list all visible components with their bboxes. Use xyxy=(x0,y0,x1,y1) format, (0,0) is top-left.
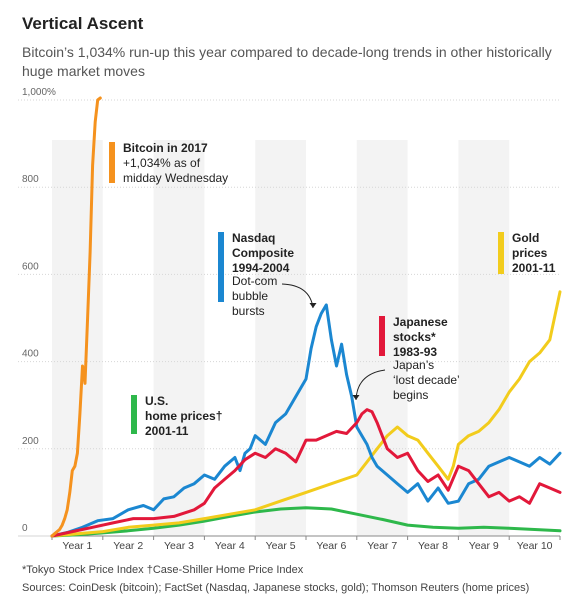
x-tick-label: Year 2 xyxy=(113,540,143,552)
series-label: Bitcoin in 2017 xyxy=(123,141,208,155)
series-line xyxy=(50,290,562,538)
series-label-bar xyxy=(131,395,137,434)
x-tick-label: Year 6 xyxy=(316,540,346,552)
y-tick-label: 0 xyxy=(22,523,28,534)
y-axis-ticks: 0 200 400 600 800 1,000% xyxy=(22,87,56,534)
series-line xyxy=(50,96,102,538)
year-band xyxy=(52,140,103,536)
series-label-bar xyxy=(109,142,115,183)
series-label: Japanese xyxy=(393,315,448,329)
y-tick-label: 600 xyxy=(22,261,39,272)
series-line xyxy=(50,506,562,538)
series-label: 1994-2004 xyxy=(232,261,290,275)
y-tick-label: 200 xyxy=(22,436,39,447)
annotation-text: begins xyxy=(393,388,428,402)
chart-subtitle: Bitcoin’s 1,034% run-up this year compar… xyxy=(22,44,552,79)
x-axis-ticks: Year 1 Year 2 Year 3 Year 4 Year 5 Year 6 Year… xyxy=(51,535,561,552)
x-tick-label: Year 7 xyxy=(367,540,397,552)
series-lines xyxy=(50,96,562,538)
series-label: Nasdaq xyxy=(232,231,275,245)
series-label-bar xyxy=(379,316,385,356)
x-tick-label: Year 5 xyxy=(266,540,296,552)
series-label: 1983-93 xyxy=(393,345,437,359)
arrow-head xyxy=(309,303,317,308)
x-tick-label: Year 8 xyxy=(418,540,448,552)
x-tick-label: Year 4 xyxy=(215,540,245,552)
series-label-bar xyxy=(498,232,504,274)
annotation-text: bursts xyxy=(232,304,265,318)
year-band xyxy=(458,140,510,536)
year-band xyxy=(153,140,205,536)
annotation-text: Dot-com xyxy=(232,274,277,288)
series-label: +1,034% as of xyxy=(123,156,201,170)
annotation-text: Japan’s xyxy=(393,358,434,372)
series-label: 2001-11 xyxy=(145,424,189,438)
series-label: home prices† xyxy=(145,409,222,423)
footnote: *Tokyo Stock Price Index †Case-Shiller H… xyxy=(22,564,304,576)
y-tick-label: 800 xyxy=(22,174,39,185)
chart-title: Vertical Ascent xyxy=(22,14,144,33)
y-tick-label: 400 xyxy=(22,349,39,360)
series-label: stocks* xyxy=(393,330,436,344)
series-line xyxy=(50,303,562,538)
x-tick-label: Year 10 xyxy=(517,540,553,552)
year-band xyxy=(255,140,306,536)
series-label: U.S. xyxy=(145,394,168,408)
x-tick-label: Year 9 xyxy=(469,540,499,552)
series-label: Composite xyxy=(232,246,294,260)
series-label: midday Wednesday xyxy=(123,171,228,185)
arrow-head xyxy=(352,395,360,400)
y-tick-label: 1,000% xyxy=(22,87,56,98)
year-bands xyxy=(52,140,510,536)
sources: Sources: CoinDesk (bitcoin); FactSet (Na… xyxy=(22,582,530,594)
series-label-bar xyxy=(218,232,224,302)
x-tick-label: Year 3 xyxy=(164,540,194,552)
series-label: prices xyxy=(512,246,548,260)
annotation-text: ‘lost decade’ xyxy=(393,373,460,387)
series-line xyxy=(50,408,562,538)
x-tick-label: Year 1 xyxy=(62,540,92,552)
annotation-text: bubble xyxy=(232,289,268,303)
series-label: 2001-11 xyxy=(512,261,556,275)
series-label: Gold xyxy=(512,231,539,245)
